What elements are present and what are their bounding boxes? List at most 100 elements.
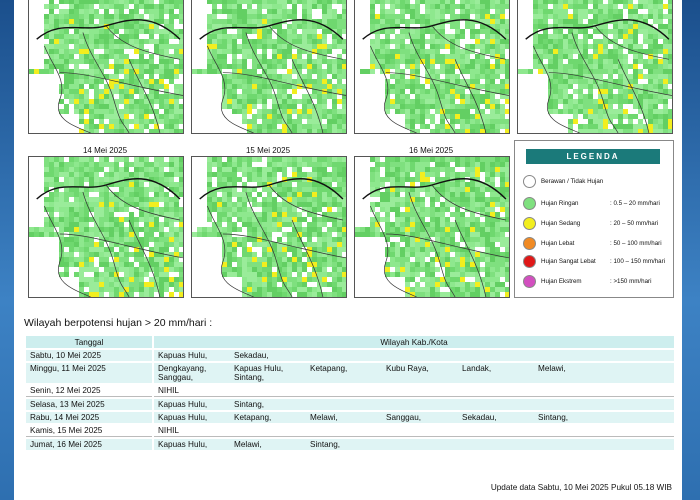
rain-cell bbox=[658, 69, 663, 74]
rain-cell bbox=[648, 129, 653, 133]
rain-cell bbox=[415, 157, 420, 162]
rain-cell bbox=[129, 252, 134, 257]
rain-cell bbox=[505, 287, 509, 292]
rain-cell bbox=[337, 119, 342, 124]
rain-cell bbox=[302, 99, 307, 104]
rain-cell bbox=[573, 4, 578, 9]
rain-cell bbox=[450, 109, 455, 114]
rain-cell bbox=[222, 19, 227, 24]
rain-cell bbox=[267, 192, 272, 197]
rain-cell bbox=[94, 29, 99, 34]
rain-cell bbox=[227, 167, 232, 172]
rain-cell bbox=[450, 182, 455, 187]
rain-cell bbox=[420, 19, 425, 24]
rain-cell bbox=[385, 192, 390, 197]
rain-cell bbox=[247, 54, 252, 59]
rain-cell bbox=[59, 197, 64, 202]
rain-cell bbox=[400, 217, 405, 222]
rain-cell bbox=[568, 54, 573, 59]
rain-cell bbox=[653, 74, 658, 79]
rain-cell bbox=[79, 202, 84, 207]
rain-cell bbox=[588, 94, 593, 99]
rain-cell bbox=[558, 49, 563, 54]
rain-cell bbox=[638, 109, 643, 114]
rain-cell bbox=[410, 74, 415, 79]
rain-cell bbox=[455, 84, 460, 89]
rain-cell bbox=[69, 39, 74, 44]
rain-cell bbox=[104, 277, 109, 282]
rain-cell bbox=[109, 162, 114, 167]
rain-cell bbox=[154, 9, 159, 14]
rain-cell bbox=[79, 257, 84, 262]
rain-cell bbox=[79, 172, 84, 177]
rain-cell bbox=[69, 167, 74, 172]
rain-cell bbox=[608, 29, 613, 34]
rain-cell bbox=[154, 267, 159, 272]
rain-cell bbox=[465, 202, 470, 207]
rain-cell bbox=[425, 162, 430, 167]
rain-cell bbox=[430, 207, 435, 212]
rain-cell bbox=[312, 292, 317, 297]
rain-cell bbox=[64, 207, 69, 212]
rain-cell bbox=[548, 109, 553, 114]
rain-cell bbox=[455, 74, 460, 79]
rain-cell bbox=[390, 192, 395, 197]
rain-cell bbox=[252, 19, 257, 24]
rain-cell bbox=[495, 119, 500, 124]
rain-cell bbox=[460, 34, 465, 39]
rain-cell bbox=[470, 242, 475, 247]
rain-cell bbox=[79, 14, 84, 19]
rain-cell bbox=[247, 262, 252, 267]
rain-cell bbox=[109, 114, 114, 119]
rain-cell bbox=[149, 247, 154, 252]
rain-cell bbox=[568, 49, 573, 54]
rain-cell bbox=[500, 109, 505, 114]
rain-cell bbox=[84, 187, 89, 192]
rain-cell bbox=[563, 69, 568, 74]
row-regions: Kapuas Hulu, Ketapang, Melawi, Sanggau, Seka… bbox=[154, 412, 674, 423]
rain-cell bbox=[395, 247, 400, 252]
rain-cell bbox=[553, 89, 558, 94]
rain-cell bbox=[593, 44, 598, 49]
rain-cell bbox=[119, 44, 124, 49]
rain-cell bbox=[149, 14, 154, 19]
rain-cell bbox=[465, 187, 470, 192]
rain-cell bbox=[99, 99, 104, 104]
rain-cell bbox=[342, 124, 346, 129]
rain-cell bbox=[227, 0, 232, 4]
rain-cell bbox=[460, 247, 465, 252]
rain-cell bbox=[69, 182, 74, 187]
rain-cell bbox=[64, 19, 69, 24]
rain-cell bbox=[114, 252, 119, 257]
rain-cell bbox=[257, 182, 262, 187]
rain-cell bbox=[415, 64, 420, 69]
rain-cell bbox=[505, 44, 509, 49]
rain-cell bbox=[578, 64, 583, 69]
rain-cell bbox=[267, 59, 272, 64]
rain-cell bbox=[247, 109, 252, 114]
rain-cell bbox=[232, 182, 237, 187]
rain-cell bbox=[44, 187, 49, 192]
rain-cell bbox=[292, 44, 297, 49]
rain-cell bbox=[500, 172, 505, 177]
rain-cell bbox=[658, 24, 663, 29]
rain-cell bbox=[69, 54, 74, 59]
rain-cell bbox=[485, 242, 490, 247]
rain-cell bbox=[568, 19, 573, 24]
rain-cell bbox=[410, 119, 415, 124]
rain-cell bbox=[312, 157, 317, 162]
rain-cell bbox=[282, 124, 287, 129]
rain-cell bbox=[144, 212, 149, 217]
rain-cell bbox=[440, 157, 445, 162]
legend-item-label: Hujan Sedang bbox=[541, 220, 581, 227]
rain-cell bbox=[485, 124, 490, 129]
rain-cell bbox=[89, 292, 94, 297]
rain-cell bbox=[628, 39, 633, 44]
rain-cell bbox=[380, 19, 385, 24]
rain-cell bbox=[460, 277, 465, 282]
rain-cell bbox=[450, 237, 455, 242]
rain-cell bbox=[149, 74, 154, 79]
rain-cell bbox=[169, 277, 174, 282]
rain-cell bbox=[217, 222, 222, 227]
rain-cell bbox=[568, 4, 573, 9]
